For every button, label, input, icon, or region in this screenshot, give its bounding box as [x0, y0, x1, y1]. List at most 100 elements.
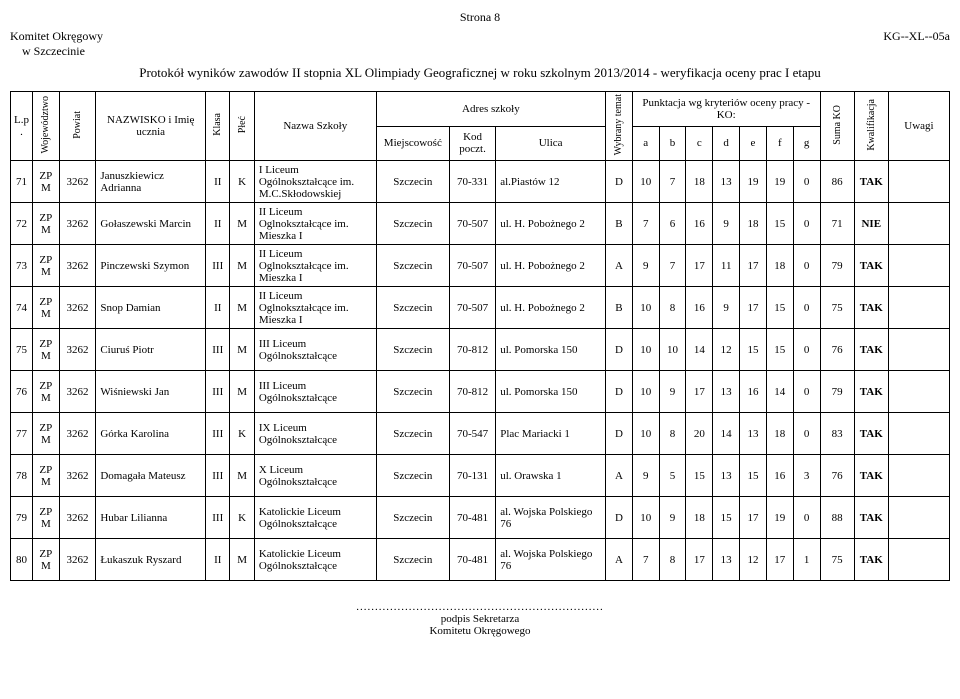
cell-kod: 70-331 — [449, 161, 495, 203]
cell-plec: K — [230, 497, 254, 539]
cell-suma: 86 — [820, 161, 854, 203]
cell-b: 9 — [659, 497, 686, 539]
cell-plec: M — [230, 539, 254, 581]
cell-miej: Szczecin — [376, 329, 449, 371]
cell-kod: 70-547 — [449, 413, 495, 455]
h-punktacja: Punktacja wg kryteriów oceny pracy - KO: — [632, 92, 820, 127]
cell-lp: 72 — [11, 203, 33, 245]
cell-ul: al. Wojska Polskiego 76 — [496, 497, 606, 539]
cell-uw — [888, 203, 949, 245]
cell-woj: ZPM — [32, 203, 59, 245]
cell-ul: ul. Orawska 1 — [496, 455, 606, 497]
cell-g: 0 — [793, 161, 820, 203]
cell-e: 18 — [740, 203, 767, 245]
cell-suma: 75 — [820, 287, 854, 329]
document-title: Protokół wyników zawodów II stopnia XL O… — [10, 65, 950, 81]
cell-e: 17 — [740, 497, 767, 539]
cell-kw: TAK — [854, 413, 888, 455]
table-row: 71ZPM3262Januszkiewicz AdriannaIIKI Lice… — [11, 161, 950, 203]
cell-plec: M — [230, 371, 254, 413]
cell-g: 0 — [793, 287, 820, 329]
h-a: a — [632, 126, 659, 161]
table-row: 75ZPM3262Ciuruś PiotrIIIMIII Liceum Ogól… — [11, 329, 950, 371]
cell-e: 15 — [740, 455, 767, 497]
cell-g: 0 — [793, 203, 820, 245]
cell-b: 8 — [659, 287, 686, 329]
cell-ul: ul. Pomorska 150 — [496, 371, 606, 413]
cell-kw: TAK — [854, 539, 888, 581]
cell-suma: 75 — [820, 539, 854, 581]
cell-wyb: D — [606, 161, 633, 203]
cell-b: 6 — [659, 203, 686, 245]
cell-kw: TAK — [854, 161, 888, 203]
table-row: 78ZPM3262Domagała MateuszIIIMX Liceum Og… — [11, 455, 950, 497]
cell-pow: 3262 — [59, 245, 96, 287]
cell-pow: 3262 — [59, 539, 96, 581]
cell-kod: 70-507 — [449, 203, 495, 245]
cell-b: 8 — [659, 413, 686, 455]
cell-f: 14 — [766, 371, 793, 413]
cell-f: 17 — [766, 539, 793, 581]
cell-d: 13 — [713, 455, 740, 497]
cell-miej: Szczecin — [376, 245, 449, 287]
cell-suma: 79 — [820, 245, 854, 287]
cell-a: 10 — [632, 497, 659, 539]
cell-e: 12 — [740, 539, 767, 581]
committee-line2: w Szczecinie — [10, 44, 103, 59]
cell-pow: 3262 — [59, 287, 96, 329]
cell-name: Snop Damian — [96, 287, 206, 329]
cell-kl: II — [206, 287, 230, 329]
cell-name: Gołaszewski Marcin — [96, 203, 206, 245]
h-kod: Kod poczt. — [449, 126, 495, 161]
cell-woj: ZPM — [32, 161, 59, 203]
cell-b: 7 — [659, 245, 686, 287]
cell-kw: TAK — [854, 455, 888, 497]
h-plec: Płeć — [230, 92, 254, 161]
cell-miej: Szczecin — [376, 287, 449, 329]
cell-c: 17 — [686, 371, 713, 413]
cell-woj: ZPM — [32, 245, 59, 287]
cell-kw: NIE — [854, 203, 888, 245]
cell-uw — [888, 161, 949, 203]
cell-e: 15 — [740, 329, 767, 371]
cell-b: 10 — [659, 329, 686, 371]
cell-lp: 79 — [11, 497, 33, 539]
cell-uw — [888, 497, 949, 539]
cell-szk: I Liceum Ogólnokształcące im. M.C.Skłodo… — [254, 161, 376, 203]
cell-c: 15 — [686, 455, 713, 497]
cell-kod: 70-481 — [449, 497, 495, 539]
cell-g: 0 — [793, 329, 820, 371]
footer-line1: podpis Sekretarza — [10, 613, 950, 625]
cell-e: 17 — [740, 245, 767, 287]
cell-name: Domagała Mateusz — [96, 455, 206, 497]
cell-szk: Katolickie Liceum Ogólnokształcące — [254, 497, 376, 539]
cell-lp: 74 — [11, 287, 33, 329]
cell-name: Ciuruś Piotr — [96, 329, 206, 371]
cell-ul: ul. H. Pobożnego 2 — [496, 245, 606, 287]
cell-plec: K — [230, 161, 254, 203]
cell-name: Łukaszuk Ryszard — [96, 539, 206, 581]
cell-g: 1 — [793, 539, 820, 581]
cell-kod: 70-131 — [449, 455, 495, 497]
cell-lp: 76 — [11, 371, 33, 413]
cell-miej: Szczecin — [376, 539, 449, 581]
cell-suma: 76 — [820, 329, 854, 371]
cell-kw: TAK — [854, 287, 888, 329]
cell-szk: III Liceum Ogólnokształcące — [254, 329, 376, 371]
cell-ul: al.Piastów 12 — [496, 161, 606, 203]
cell-kl: III — [206, 413, 230, 455]
cell-a: 7 — [632, 203, 659, 245]
cell-f: 18 — [766, 245, 793, 287]
h-e: e — [740, 126, 767, 161]
footer: ........................................… — [10, 601, 950, 637]
h-d: d — [713, 126, 740, 161]
footer-line2: Komitetu Okręgowego — [10, 625, 950, 637]
h-g: g — [793, 126, 820, 161]
cell-f: 15 — [766, 329, 793, 371]
h-adres: Adres szkoły — [376, 92, 605, 127]
cell-f: 15 — [766, 203, 793, 245]
cell-a: 10 — [632, 413, 659, 455]
cell-uw — [888, 245, 949, 287]
cell-e: 19 — [740, 161, 767, 203]
cell-plec: M — [230, 455, 254, 497]
